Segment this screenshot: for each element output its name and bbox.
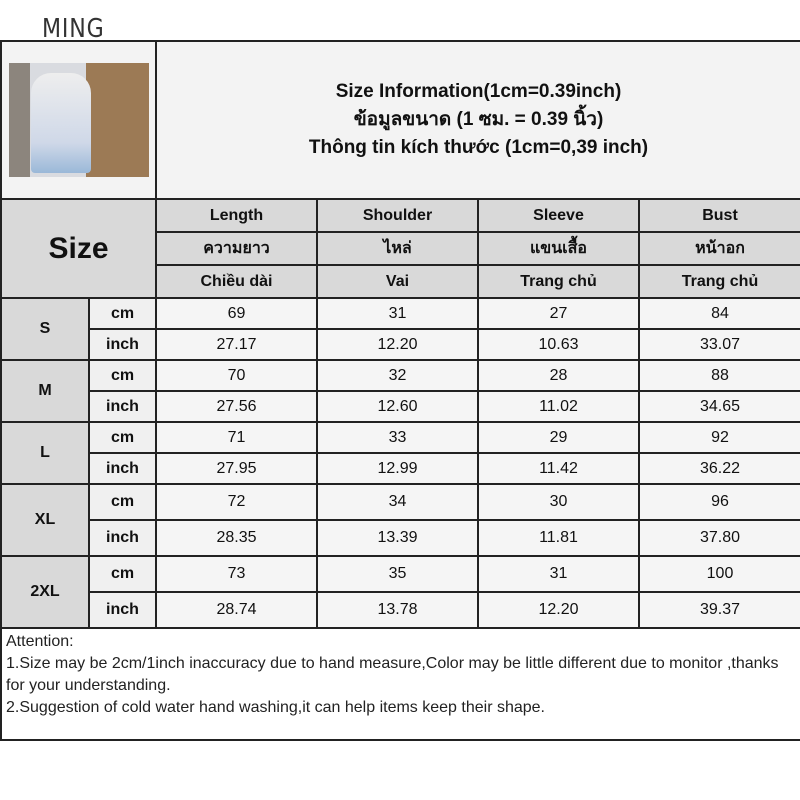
measurement-value: 92 <box>638 421 800 454</box>
measurement-value: 12.60 <box>316 390 479 423</box>
measurement-value: 30 <box>477 483 640 521</box>
measurement-value: 13.78 <box>316 591 479 629</box>
product-photo-cell <box>0 40 157 200</box>
measurement-value: 88 <box>638 359 800 392</box>
unit-label: cm <box>88 297 157 330</box>
col-header-vi: Chiều dài <box>155 264 318 299</box>
title-th: ข้อมูลขนาด (1 ซม. = 0.39 นิ้ว) <box>353 109 604 130</box>
unit-label: cm <box>88 555 157 593</box>
col-header-vi: Trang chủ <box>638 264 800 299</box>
table-row: inch 28.35 13.39 11.81 37.80 <box>1 519 800 557</box>
col-header-th: แขนเสื้อ <box>477 231 640 266</box>
measurement-value: 33 <box>316 421 479 454</box>
measurement-value: 73 <box>155 555 318 593</box>
attention-line-2: 2.Suggestion of cold water hand washing,… <box>6 699 545 716</box>
unit-label: inch <box>88 519 157 557</box>
table-row: inch 27.56 12.60 11.02 34.65 <box>1 390 800 423</box>
unit-label: inch <box>88 591 157 629</box>
measurement-value: 71 <box>155 421 318 454</box>
measurement-value: 12.99 <box>316 452 479 485</box>
table-row: 2XL cm 73 35 31 100 <box>0 555 800 629</box>
size-chart-table: Size Information(1cm=0.39inch) ข้อมูลขนา… <box>0 40 800 741</box>
unit-label: cm <box>88 359 157 392</box>
attention-note: Attention: 1.Size may be 2cm/1inch inacc… <box>0 627 800 741</box>
table-row: XL cm 72 34 30 96 <box>0 483 800 557</box>
measurement-value: 27 <box>477 297 640 330</box>
measurement-value: 13.39 <box>316 519 479 557</box>
measurement-value: 28 <box>477 359 640 392</box>
measurement-value: 29 <box>477 421 640 454</box>
measurement-value: 31 <box>316 297 479 330</box>
measurement-value: 12.20 <box>477 591 640 629</box>
size-name: S <box>0 297 90 361</box>
attention-line-1: 1.Size may be 2cm/1inch inaccuracy due t… <box>6 655 779 694</box>
col-header-en: Sleeve <box>477 198 640 233</box>
measurement-value: 11.81 <box>477 519 640 557</box>
measurement-value: 34.65 <box>638 390 800 423</box>
measurement-value: 12.20 <box>316 328 479 361</box>
measurement-value: 31 <box>477 555 640 593</box>
unit-label: inch <box>88 452 157 485</box>
table-row: inch 27.95 12.99 11.42 36.22 <box>1 452 800 485</box>
col-header-th: ไหล่ <box>316 231 479 266</box>
measurement-value: 69 <box>155 297 318 330</box>
col-header-th: หน้าอก <box>638 231 800 266</box>
measurement-value: 100 <box>638 555 800 593</box>
measurement-value: 37.80 <box>638 519 800 557</box>
col-header-vi: Trang chủ <box>477 264 640 299</box>
table-row: inch 27.17 12.20 10.63 33.07 <box>1 328 800 361</box>
table-row: inch 28.74 13.78 12.20 39.37 <box>1 591 800 629</box>
measurement-value: 35 <box>316 555 479 593</box>
unit-label: cm <box>88 483 157 521</box>
measurement-value: 27.17 <box>155 328 318 361</box>
measurement-value: 28.35 <box>155 519 318 557</box>
unit-label: inch <box>88 328 157 361</box>
attention-heading: Attention: <box>6 633 74 650</box>
measurement-value: 39.37 <box>638 591 800 629</box>
measurement-value: 33.07 <box>638 328 800 361</box>
title-en: Size Information(1cm=0.39inch) <box>335 81 622 102</box>
size-heading: Size <box>0 198 157 299</box>
col-header-en: Shoulder <box>316 198 479 233</box>
measurement-value: 36.22 <box>638 452 800 485</box>
col-header-th: ความยาว <box>155 231 318 266</box>
measurement-value: 84 <box>638 297 800 330</box>
size-info-header: Size Information(1cm=0.39inch) ข้อมูลขนา… <box>155 40 800 200</box>
size-name: XL <box>0 483 90 557</box>
measurement-value: 32 <box>316 359 479 392</box>
title-vi: Thông tin kích thước (1cm=0,39 inch) <box>308 137 649 158</box>
col-header-vi: Vai <box>316 264 479 299</box>
measurement-value: 28.74 <box>155 591 318 629</box>
measurement-value: 11.02 <box>477 390 640 423</box>
unit-label: cm <box>88 421 157 454</box>
size-name: 2XL <box>0 555 90 629</box>
product-photo <box>8 63 149 177</box>
measurement-value: 72 <box>155 483 318 521</box>
measurement-value: 27.95 <box>155 452 318 485</box>
unit-label: inch <box>88 390 157 423</box>
measurement-value: 10.63 <box>477 328 640 361</box>
col-header-en: Bust <box>638 198 800 233</box>
size-name: L <box>0 421 90 485</box>
brand-logo: MING <box>42 14 105 44</box>
measurement-value: 27.56 <box>155 390 318 423</box>
col-header-en: Length <box>155 198 318 233</box>
measurement-value: 70 <box>155 359 318 392</box>
measurement-value: 11.42 <box>477 452 640 485</box>
measurement-value: 34 <box>316 483 479 521</box>
measurement-value: 96 <box>638 483 800 521</box>
size-name: M <box>0 359 90 423</box>
